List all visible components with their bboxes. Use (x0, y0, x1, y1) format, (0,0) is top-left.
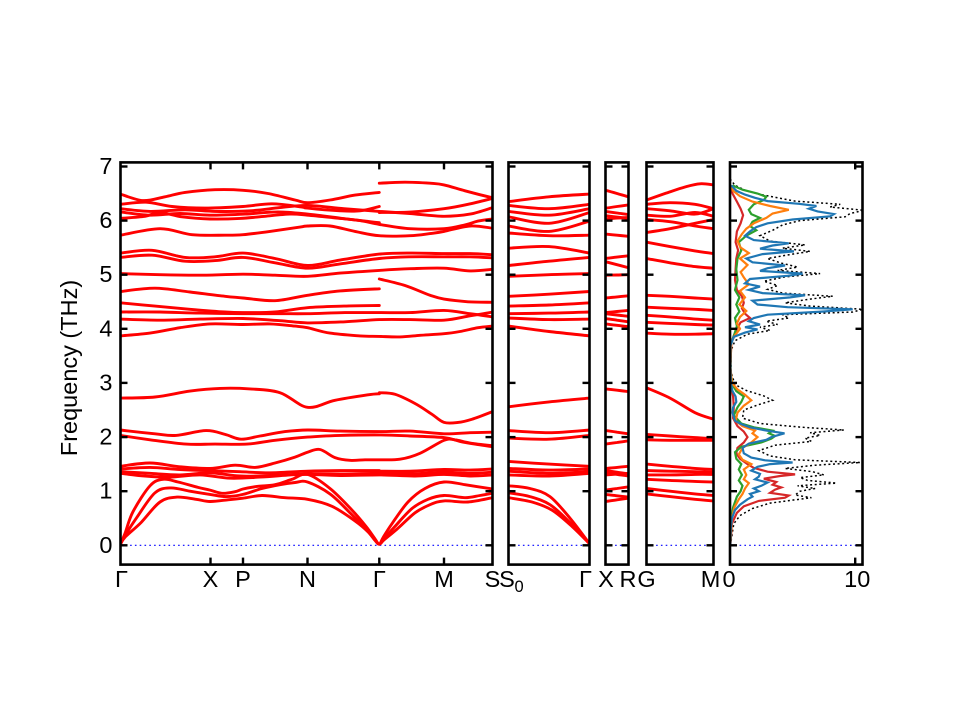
svg-text:G: G (637, 566, 655, 592)
svg-text:7: 7 (99, 153, 112, 179)
svg-text:2: 2 (99, 424, 112, 450)
svg-text:10: 10 (844, 566, 870, 592)
svg-text:S: S (499, 566, 515, 592)
svg-text:X: X (203, 566, 219, 592)
svg-text:1: 1 (99, 478, 112, 504)
svg-text:M: M (701, 566, 721, 592)
svg-text:6: 6 (99, 207, 112, 233)
svg-text:0: 0 (99, 532, 112, 558)
svg-text:5: 5 (99, 261, 112, 287)
svg-text:N: N (299, 566, 316, 592)
svg-text:Γ: Γ (579, 566, 592, 592)
svg-text:0: 0 (722, 566, 735, 592)
svg-text:3: 3 (99, 369, 112, 395)
svg-text:R: R (620, 566, 637, 592)
svg-text:4: 4 (99, 315, 112, 341)
svg-text:Γ: Γ (115, 566, 128, 592)
svg-text:P: P (235, 566, 251, 592)
svg-text:Frequency (THz): Frequency (THz) (56, 280, 82, 456)
svg-text:M: M (434, 566, 454, 592)
svg-text:Γ: Γ (373, 566, 386, 592)
svg-text:S: S (485, 566, 501, 592)
svg-text:X: X (598, 566, 614, 592)
svg-text:0: 0 (515, 578, 524, 596)
